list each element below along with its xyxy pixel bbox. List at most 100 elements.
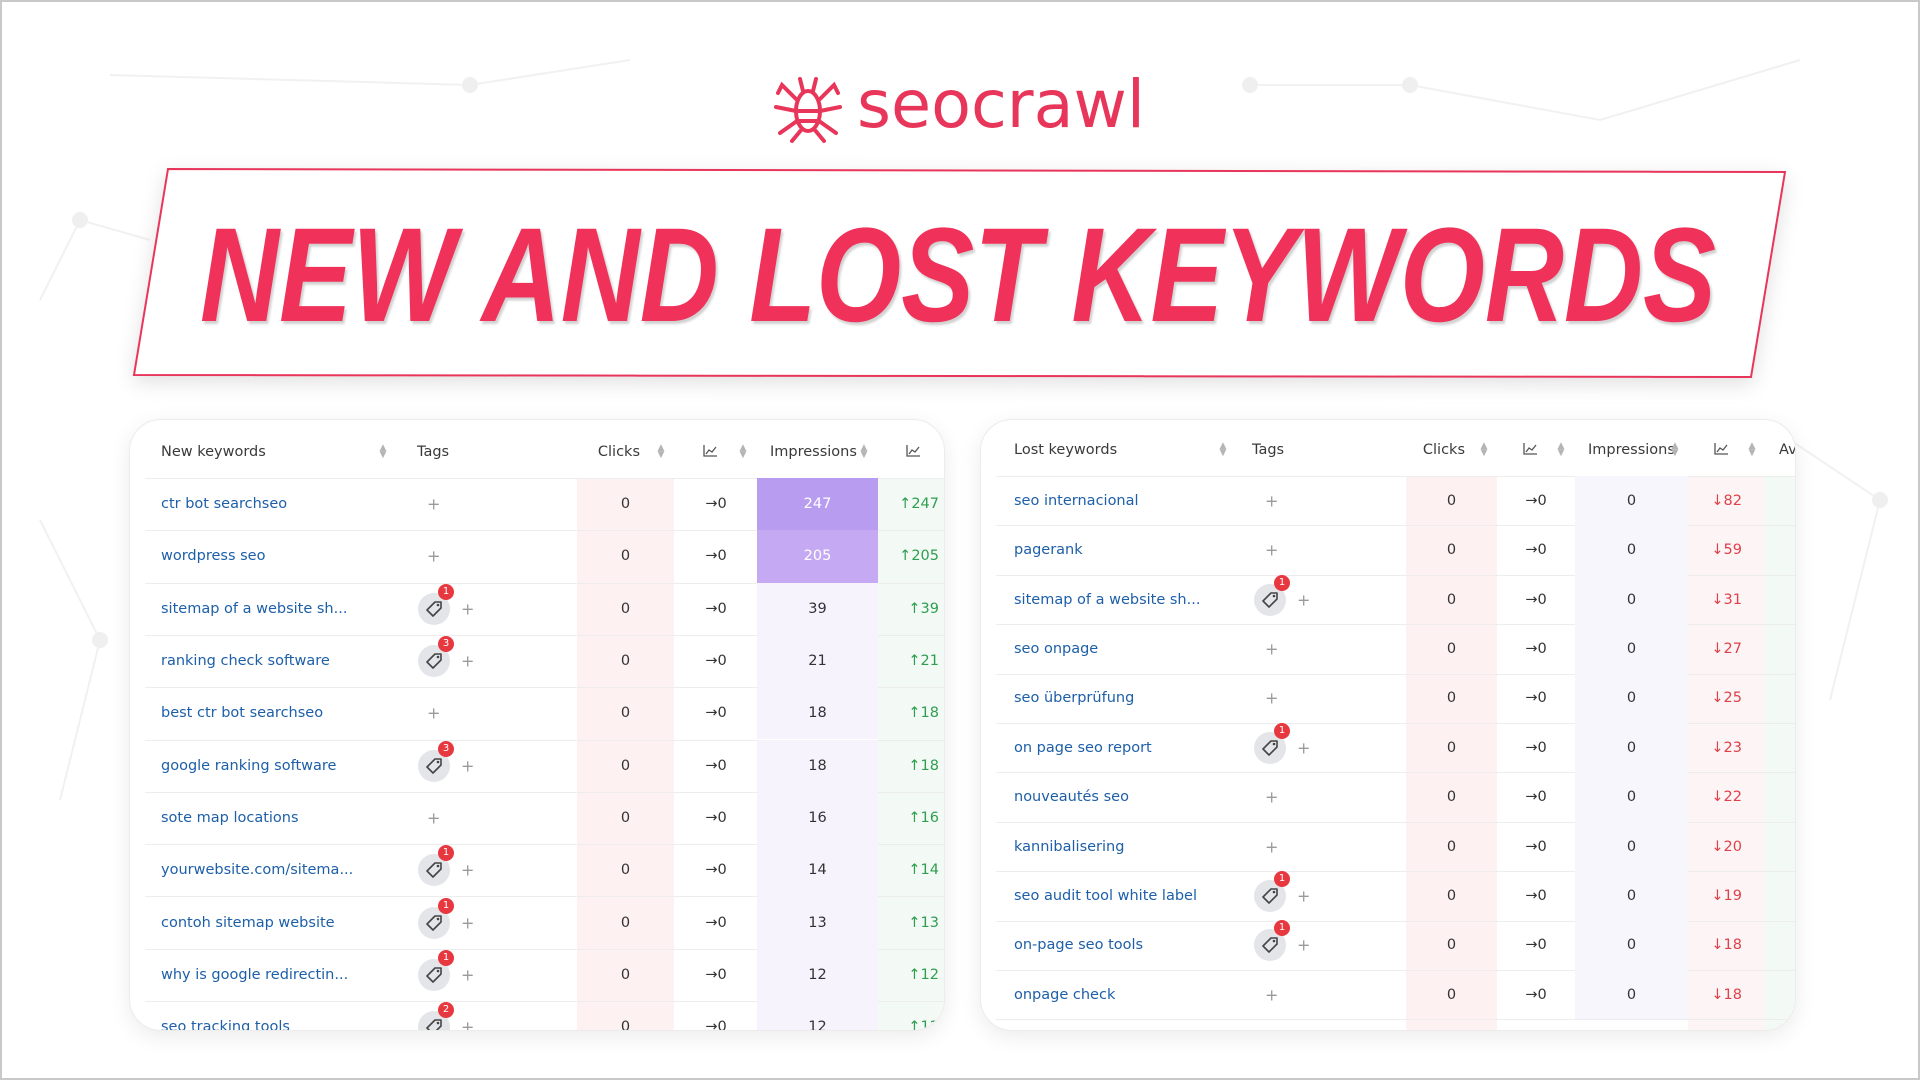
tag-button[interactable]: 1: [418, 583, 454, 625]
column-header: Impressions: [770, 444, 857, 460]
sort-icon: ▲ ▼: [739, 443, 747, 460]
sort-icon: ▲ ▼: [1219, 441, 1227, 458]
impressions: 0: [1626, 542, 1637, 559]
impressions: 16: [808, 809, 827, 826]
clicks: 0: [1446, 492, 1457, 509]
clicks: 0: [1446, 789, 1457, 806]
row-separator: [996, 821, 1795, 823]
tag-button[interactable]: 1: [418, 897, 454, 939]
impressions-change: ↓25: [1711, 690, 1742, 707]
keyword-link: onpage check: [1014, 986, 1116, 1003]
impressions-change: ↑14: [908, 862, 939, 879]
impressions-cell: [757, 687, 878, 740]
impressions-cell: [1575, 772, 1688, 822]
add-tag[interactable]: +: [1265, 837, 1279, 856]
add-tag[interactable]: +: [461, 1017, 475, 1031]
new-keywords-panel: New keywords Tags Clicks Impressions ▲ ▼ ▲ ▼ ▲ ▼ ▲…: [129, 419, 945, 1031]
impressions-cell: [1575, 970, 1688, 1020]
add-tag[interactable]: +: [461, 599, 475, 619]
add-tag[interactable]: +: [461, 913, 475, 933]
chart-icon: [1714, 443, 1728, 459]
tag-button[interactable]: 3: [418, 636, 454, 678]
keyword-link: nouveautés seo: [1014, 789, 1129, 806]
row-separator: [145, 739, 944, 741]
tag-button[interactable]: 1: [1254, 574, 1290, 616]
clicks: 0: [620, 653, 631, 670]
column-header: Lost keywords: [1014, 442, 1118, 458]
tag-icon: [426, 914, 442, 931]
impressions-change: ↑205: [899, 548, 939, 565]
clicks: 0: [620, 496, 631, 513]
add-tag[interactable]: +: [1265, 787, 1279, 807]
chart-icon: [703, 445, 717, 461]
keyword-link: sitemap of a website sh...: [1014, 591, 1201, 608]
impressions: 39: [808, 600, 827, 617]
impressions-cell: [757, 739, 878, 792]
tag-icon: [426, 757, 442, 774]
clicks: 0: [620, 1019, 631, 1031]
impressions-change: ↓18: [1711, 986, 1742, 1003]
add-tag[interactable]: +: [461, 860, 475, 880]
impressions-change: ↓19: [1711, 887, 1742, 904]
clicks: 0: [1446, 640, 1457, 657]
row-separator: [996, 624, 1795, 626]
lost-keywords-panel: Lost keywords Tags Clicks Impressions Av ▲ ▼ ▲ ▼…: [980, 419, 1796, 1031]
tag-button[interactable]: 1: [1254, 870, 1290, 912]
tag-icon: [1262, 937, 1278, 954]
add-tag[interactable]: +: [1297, 886, 1311, 906]
header-separator: [145, 478, 944, 479]
tag-icon: [426, 600, 442, 617]
tag-button[interactable]: 1: [1254, 722, 1290, 764]
add-tag[interactable]: +: [1265, 491, 1279, 511]
row-separator: [145, 844, 944, 846]
impressions-cell: [1575, 476, 1688, 526]
tag-count: 1: [438, 897, 454, 914]
sort-icon: ▲ ▼: [1671, 441, 1679, 458]
column-header: Tags: [417, 444, 450, 460]
impressions-change: ↓82: [1711, 492, 1742, 509]
add-tag[interactable]: +: [1265, 540, 1279, 560]
clicks-change: →0: [1525, 887, 1547, 904]
network-dots: [72, 77, 1888, 648]
impressions: 0: [1626, 789, 1637, 806]
clicks-change: →0: [705, 600, 727, 617]
row-separator: [996, 871, 1795, 873]
add-tag[interactable]: +: [461, 756, 475, 776]
add-tag[interactable]: +: [427, 494, 441, 514]
tag-button[interactable]: 3: [418, 740, 454, 782]
keyword-link: sitemap of a website sh...: [161, 600, 348, 617]
add-tag[interactable]: +: [427, 808, 441, 828]
tag-count: 1: [1274, 722, 1290, 739]
clicks-change: →0: [705, 914, 727, 931]
add-tag[interactable]: +: [1297, 590, 1311, 609]
keyword-link: best ctr bot searchseo: [161, 705, 324, 722]
impressions-cell: [757, 478, 878, 531]
add-tag[interactable]: +: [427, 703, 441, 723]
add-tag[interactable]: +: [1297, 738, 1311, 758]
clicks-change: →0: [1525, 640, 1547, 657]
add-tag[interactable]: +: [1265, 639, 1279, 659]
row-separator: [145, 1001, 944, 1002]
add-tag[interactable]: +: [461, 651, 475, 671]
tag-button[interactable]: 1: [1254, 920, 1290, 962]
add-tag[interactable]: +: [1265, 985, 1279, 1005]
add-tag[interactable]: +: [461, 965, 475, 985]
clicks-change: →0: [705, 548, 727, 565]
clicks-change: →0: [705, 757, 727, 774]
add-tag[interactable]: +: [427, 546, 441, 566]
tag-count: 2: [438, 1002, 454, 1019]
impressions-change: ↓27: [1711, 640, 1742, 657]
tag-button[interactable]: 1: [418, 845, 454, 887]
clicks: 0: [620, 914, 631, 931]
tag-icon: [1262, 739, 1278, 756]
add-tag[interactable]: +: [1297, 935, 1311, 955]
clicks-change: →0: [705, 1019, 727, 1031]
add-tag[interactable]: +: [1265, 688, 1279, 708]
keyword-link: on page seo report: [1014, 739, 1152, 756]
impressions: 0: [1626, 937, 1637, 954]
tag-button[interactable]: 1: [418, 949, 454, 991]
clicks-change: →0: [705, 705, 727, 722]
tag-button[interactable]: 2: [418, 1002, 454, 1030]
